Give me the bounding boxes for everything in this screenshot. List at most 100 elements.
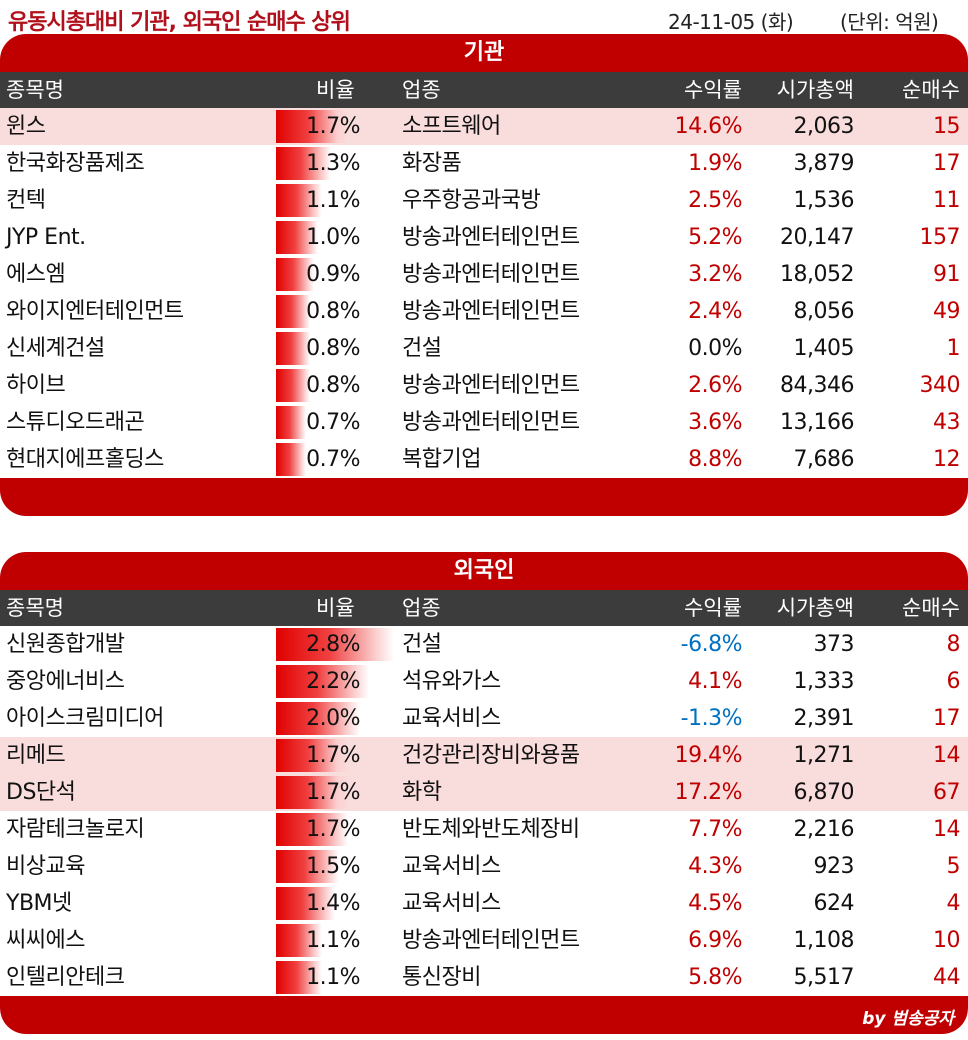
stock-name: 하이브 (6, 373, 66, 398)
industry: 반도체와반도체장비 (402, 817, 580, 842)
stock-name: 씨씨에스 (6, 928, 85, 953)
stock-name: 현대지에프홀딩스 (6, 447, 164, 472)
table-row: 인텔리안테크 1.1% 통신장비 5.8% 5,517 44 (0, 959, 968, 996)
net-buy-value: 6 (946, 669, 961, 694)
return-value: 3.2% (688, 262, 742, 287)
ratio-value: 1.1% (306, 188, 360, 213)
institution-section: 기관 종목명 비율 업종 수익률 시가총액 순매수 윈스 1.7% 소프트웨어 14.… (0, 34, 968, 516)
ratio-bar-track (276, 813, 388, 846)
stock-name: 신원종합개발 (6, 632, 125, 657)
industry: 우주항공과국방 (402, 188, 541, 213)
ratio-value: 1.1% (306, 928, 360, 953)
market-cap-value: 5,517 (793, 965, 855, 990)
stock-name: JYP Ent. (6, 225, 86, 250)
table-row: DS단석 1.7% 화학 17.2% 6,870 67 (0, 774, 968, 811)
col-name: 종목명 (6, 78, 64, 102)
net-buy-value: 17 (933, 706, 961, 731)
ratio-bar (276, 887, 335, 920)
ratio-value: 0.8% (306, 336, 360, 361)
ratio-bar-track (276, 739, 388, 772)
market-cap-value: 7,686 (793, 447, 855, 472)
net-buy-value: 5 (946, 854, 961, 879)
return-value: 4.3% (688, 854, 742, 879)
ratio-bar-track (276, 924, 388, 957)
stock-name: 윈스 (6, 114, 46, 139)
ratio-bar (276, 443, 306, 476)
ratio-bar (276, 332, 310, 365)
table-row: 와이지엔터테인먼트 0.8% 방송과엔터테인먼트 2.4% 8,056 49 (0, 293, 968, 330)
net-buy-value: 91 (933, 262, 961, 287)
market-cap-value: 2,216 (793, 817, 855, 842)
ratio-value: 1.3% (306, 151, 360, 176)
table-row: 신원종합개발 2.8% 건설 -6.8% 373 8 (0, 626, 968, 663)
col-market-cap: 시가총액 (776, 596, 854, 620)
ratio-bar (276, 147, 331, 180)
return-value: 2.4% (688, 299, 742, 324)
industry: 방송과엔터테인먼트 (402, 299, 580, 324)
table-row: JYP Ent. 1.0% 방송과엔터테인먼트 5.2% 20,147 157 (0, 219, 968, 256)
page-title: 유동시총대비 기관, 외국인 순매수 상위 (8, 10, 351, 35)
industry: 건설 (402, 632, 442, 657)
ratio-bar (276, 924, 322, 957)
unit-label: (단위: 억원) (840, 10, 939, 34)
market-cap-value: 2,391 (793, 706, 855, 731)
stock-name: 와이지엔터테인먼트 (6, 299, 184, 324)
return-value: 6.9% (688, 928, 742, 953)
ratio-value: 1.5% (306, 854, 360, 879)
ratio-bar-track (276, 443, 388, 476)
table-row: 컨텍 1.1% 우주항공과국방 2.5% 1,536 11 (0, 182, 968, 219)
stock-name: 아이스크림미디어 (6, 706, 164, 731)
net-buy-value: 44 (933, 965, 961, 990)
col-return: 수익률 (684, 596, 742, 620)
net-buy-value: 12 (933, 447, 961, 472)
industry: 건강관리장비와용품 (402, 743, 580, 768)
ratio-value: 2.0% (306, 706, 360, 731)
table-row: 씨씨에스 1.1% 방송과엔터테인먼트 6.9% 1,108 10 (0, 922, 968, 959)
ratio-bar (276, 776, 348, 809)
market-cap-value: 3,879 (793, 151, 855, 176)
return-value: 2.5% (688, 188, 742, 213)
section-title-foreign: 외국인 (0, 552, 968, 590)
stock-name: YBM넷 (6, 891, 72, 916)
ratio-bar (276, 850, 339, 883)
return-value: 4.5% (688, 891, 742, 916)
stock-name: 스튜디오드래곤 (6, 410, 145, 435)
col-industry: 업종 (402, 596, 441, 620)
net-buy-value: 4 (946, 891, 961, 916)
ratio-bar-track (276, 406, 388, 439)
net-buy-value: 43 (933, 410, 961, 435)
ratio-bar-track (276, 221, 388, 254)
ratio-bar-track (276, 295, 388, 328)
industry: 화학 (402, 780, 442, 805)
stock-name: 비상교육 (6, 854, 85, 879)
ratio-value: 0.9% (306, 262, 360, 287)
return-value: 17.2% (674, 780, 743, 805)
ratio-bar-track (276, 665, 388, 698)
col-return: 수익률 (684, 78, 742, 102)
ratio-bar-track (276, 332, 388, 365)
net-buy-value: 10 (933, 928, 961, 953)
column-header-row: 종목명 비율 업종 수익률 시가총액 순매수 (0, 590, 968, 626)
return-value: -1.3% (680, 706, 743, 731)
industry: 방송과엔터테인먼트 (402, 928, 580, 953)
table-row: 윈스 1.7% 소프트웨어 14.6% 2,063 15 (0, 108, 968, 145)
ratio-bar (276, 369, 310, 402)
market-cap-value: 923 (813, 854, 855, 879)
col-ratio: 비율 (316, 596, 355, 620)
table-row: YBM넷 1.4% 교육서비스 4.5% 624 4 (0, 885, 968, 922)
table-row: 비상교육 1.5% 교육서비스 4.3% 923 5 (0, 848, 968, 885)
return-value: 19.4% (674, 743, 743, 768)
industry: 통신장비 (402, 965, 481, 990)
industry: 교육서비스 (402, 706, 501, 731)
col-market-cap: 시가총액 (776, 78, 854, 102)
ratio-value: 0.7% (306, 410, 360, 435)
ratio-bar (276, 110, 348, 143)
market-cap-value: 1,333 (793, 669, 855, 694)
table-row: 중앙에너비스 2.2% 석유와가스 4.1% 1,333 6 (0, 663, 968, 700)
industry: 소프트웨어 (402, 114, 501, 139)
ratio-value: 2.2% (306, 669, 360, 694)
ratio-value: 1.7% (306, 114, 360, 139)
market-cap-value: 373 (813, 632, 855, 657)
market-cap-value: 2,063 (793, 114, 855, 139)
ratio-bar (276, 221, 318, 254)
